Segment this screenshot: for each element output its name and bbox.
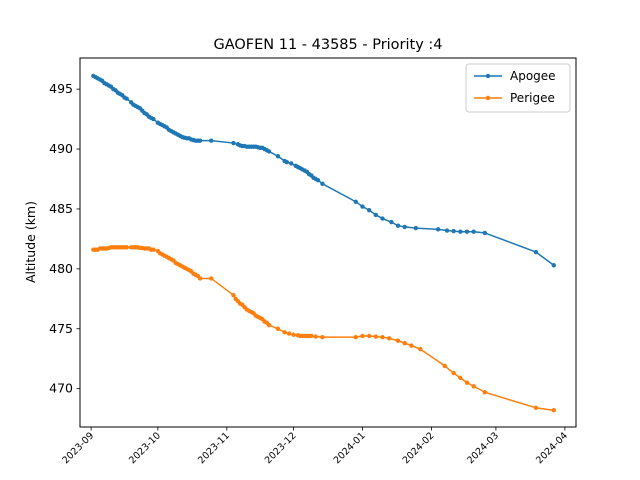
data-point-perigee-95 <box>551 408 556 413</box>
data-point-apogee-94 <box>471 229 476 234</box>
data-point-apogee-47 <box>209 138 214 143</box>
data-point-perigee-68 <box>291 332 296 337</box>
y-axis-label: Altitude (km) <box>23 201 38 283</box>
data-point-perigee-79 <box>360 333 365 339</box>
data-point-perigee-78 <box>353 334 358 340</box>
data-point-perigee-84 <box>395 338 401 343</box>
data-point-perigee-77 <box>320 334 325 340</box>
data-point-apogee-87 <box>402 224 407 230</box>
data-point-apogee-79 <box>320 181 325 186</box>
legend: Apogee Perigee <box>465 63 571 113</box>
y-tick-label-1: 475 <box>49 321 73 336</box>
data-point-perigee-66 <box>282 330 287 335</box>
data-point-perigee-65 <box>275 326 281 331</box>
data-point-apogee-63 <box>266 149 272 154</box>
data-point-apogee-83 <box>373 212 379 218</box>
data-point-apogee-48 <box>231 140 236 146</box>
y-tick-label-5: 495 <box>49 81 73 96</box>
data-point-apogee-93 <box>464 229 470 234</box>
data-point-apogee-67 <box>289 161 294 166</box>
data-point-perigee-80 <box>366 333 372 339</box>
data-point-apogee-88 <box>413 225 419 231</box>
data-point-perigee-90 <box>458 375 463 381</box>
data-point-perigee-87 <box>418 346 423 352</box>
data-point-perigee-89 <box>451 370 456 376</box>
data-point-apogee-64 <box>275 154 281 159</box>
data-point-apogee-66 <box>284 160 290 165</box>
axes-frame <box>79 57 577 428</box>
legend-marker-perigee <box>485 95 491 101</box>
data-point-perigee-47 <box>209 276 214 281</box>
data-point-perigee-46 <box>197 276 203 281</box>
data-point-perigee-94 <box>533 405 539 411</box>
data-point-perigee-67 <box>286 331 292 336</box>
plot-area <box>91 73 556 413</box>
data-point-apogee-46 <box>197 138 203 143</box>
data-point-perigee-83 <box>386 336 392 341</box>
y-tick-label-4: 490 <box>49 141 73 156</box>
data-point-apogee-82 <box>366 207 372 213</box>
data-point-apogee-81 <box>360 204 365 209</box>
data-point-apogee-97 <box>551 263 556 268</box>
data-point-perigee-64 <box>266 322 272 328</box>
data-point-apogee-84 <box>380 216 385 221</box>
data-point-apogee-91 <box>451 228 456 234</box>
data-point-perigee-26 <box>151 247 156 252</box>
data-point-perigee-92 <box>471 384 476 389</box>
legend-label-perigee: Perigee <box>510 91 555 105</box>
data-point-apogee-95 <box>482 230 488 236</box>
chart-title: GAOFEN 11 - 43585 - Priority :4 <box>213 37 442 53</box>
data-point-apogee-86 <box>395 223 401 228</box>
data-point-perigee-88 <box>442 363 447 369</box>
data-point-perigee-75 <box>309 333 314 339</box>
data-point-apogee-89 <box>435 227 441 232</box>
data-point-perigee-76 <box>313 334 318 339</box>
data-point-apogee-92 <box>458 229 463 234</box>
y-tick-label-2: 480 <box>49 261 73 276</box>
legend-label-apogee: Apogee <box>510 69 556 83</box>
data-point-apogee-15 <box>124 96 129 101</box>
legend-marker-apogee <box>485 73 491 79</box>
data-point-perigee-93 <box>482 390 488 395</box>
data-point-perigee-82 <box>380 334 385 340</box>
data-point-perigee-48 <box>231 293 236 298</box>
data-point-perigee-86 <box>409 343 414 348</box>
data-point-perigee-15 <box>124 245 129 250</box>
data-point-apogee-78 <box>315 178 321 183</box>
data-point-apogee-96 <box>533 249 539 255</box>
data-point-perigee-81 <box>373 334 379 339</box>
data-point-apogee-90 <box>444 228 450 233</box>
data-point-perigee-91 <box>464 380 470 385</box>
y-tick-label-3: 485 <box>49 201 73 216</box>
y-tick-label-0: 470 <box>49 381 73 396</box>
data-point-apogee-85 <box>389 219 394 225</box>
data-point-apogee-26 <box>151 116 156 122</box>
data-point-perigee-85 <box>402 340 407 346</box>
data-point-apogee-80 <box>353 199 358 204</box>
